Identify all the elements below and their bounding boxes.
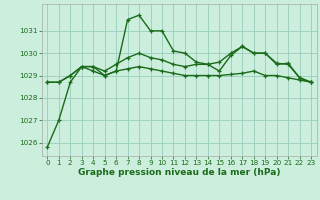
X-axis label: Graphe pression niveau de la mer (hPa): Graphe pression niveau de la mer (hPa): [78, 168, 280, 177]
